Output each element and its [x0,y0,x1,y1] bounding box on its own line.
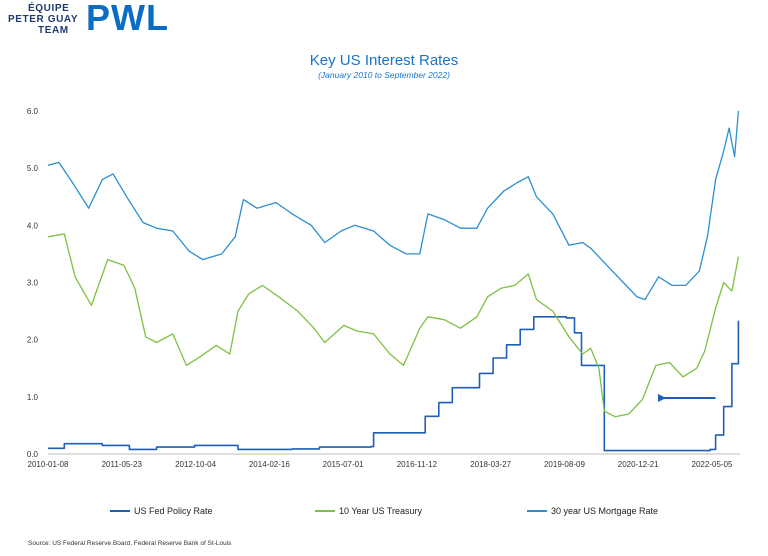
x-tick-label: 2018-03-27 [470,460,511,469]
pwl-logo: ÉQUIPE PETER GUAY TEAM PWL [8,0,168,39]
chart-subtitle: (January 2010 to September 2022) [318,70,450,80]
x-tick-label: 2011-05-23 [102,460,143,469]
x-tick-label: 2022-05-05 [692,460,733,469]
source-note: Source: US Federal Reserve Board, Federa… [28,540,232,547]
y-tick-label: 4.0 [27,221,39,230]
chart-axes: 0.0 1.0 2.0 3.0 4.0 5.0 6.0 2010-01-08 2011-05-2… [27,107,740,469]
legend-swatch-treasury [315,510,335,512]
x-tick-label: 2019-08-09 [544,460,585,469]
logo-brand: PWL [86,0,169,38]
y-tick-label: 1.0 [27,393,39,402]
legend-item-mortgage: 30 year US Mortgage Rate [527,504,658,518]
x-tick-label: 2020-12-21 [618,460,659,469]
legend-item-fed: US Fed Policy Rate [110,504,213,518]
x-tick-label: 2014-02-16 [249,460,290,469]
series-line-1 [47,233,740,418]
series-line-2 [47,110,740,301]
x-tick-label: 2016-11-12 [397,460,438,469]
x-tick-label: 2015-07-01 [323,460,364,469]
legend-swatch-mortgage [527,510,547,512]
legend-swatch-fed [110,510,130,512]
logo-line-peter-guay: PETER GUAY [8,14,79,25]
chart-title: Key US Interest Rates [309,52,459,69]
y-tick-label: 6.0 [27,107,39,116]
series-line-0 [48,316,740,452]
y-tick-label: 0.0 [27,450,39,459]
y-tick-label: 2.0 [27,336,39,345]
logo-line-team: TEAM [38,25,69,36]
y-tick-label: 5.0 [27,164,39,173]
x-tick-label: 2010-01-08 [28,460,69,469]
logo-line-equipe: ÉQUIPE [28,3,70,14]
chart-series [47,110,740,452]
legend-label-treasury: 10 Year US Treasury [339,506,423,516]
legend-label-fed: US Fed Policy Rate [134,506,213,516]
legend-item-treasury: 10 Year US Treasury [315,504,422,518]
x-tick-label: 2012-10-04 [175,460,216,469]
legend-label-mortgage: 30 year US Mortgage Rate [551,506,659,516]
y-tick-label: 3.0 [27,279,39,288]
